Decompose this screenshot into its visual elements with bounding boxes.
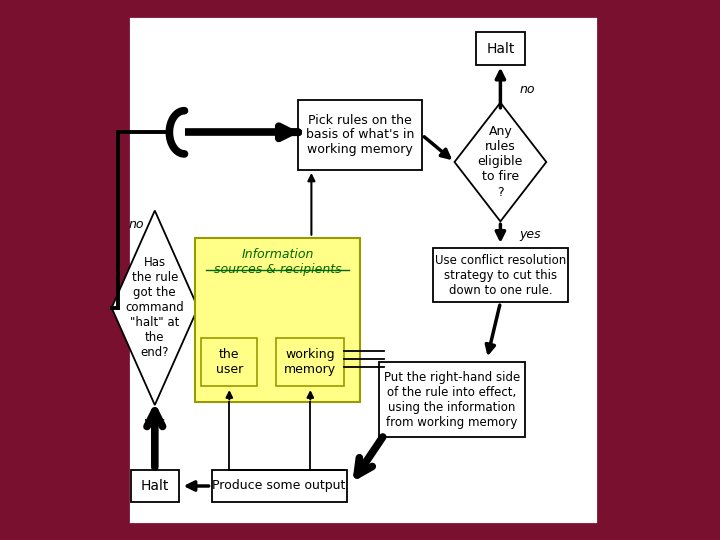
Text: Use conflict resolution
strategy to cut this
down to one rule.: Use conflict resolution strategy to cut … — [435, 254, 566, 297]
Polygon shape — [454, 103, 546, 221]
Text: the
user: the user — [216, 348, 243, 376]
Text: no: no — [129, 218, 145, 231]
Text: yes: yes — [519, 228, 541, 241]
Text: Halt: Halt — [486, 42, 515, 56]
Text: Has
the rule
got the
command
"halt" at
the
end?: Has the rule got the command "halt" at t… — [125, 256, 184, 359]
Text: Put the right-hand side
of the rule into effect,
using the information
from work: Put the right-hand side of the rule into… — [384, 370, 520, 429]
Text: working
memory: working memory — [284, 348, 336, 376]
FancyBboxPatch shape — [212, 470, 346, 502]
FancyBboxPatch shape — [433, 248, 568, 302]
FancyBboxPatch shape — [276, 338, 344, 386]
FancyBboxPatch shape — [476, 32, 525, 65]
Text: Information
sources & recipients: Information sources & recipients — [214, 248, 342, 276]
FancyBboxPatch shape — [128, 16, 598, 524]
FancyBboxPatch shape — [379, 362, 525, 437]
Text: Any
rules
eligible
to fire
?: Any rules eligible to fire ? — [477, 125, 523, 199]
Text: yes: yes — [143, 416, 165, 429]
Text: Pick rules on the
basis of what's in
working memory: Pick rules on the basis of what's in wor… — [306, 113, 414, 157]
FancyBboxPatch shape — [130, 470, 179, 502]
FancyBboxPatch shape — [298, 100, 422, 170]
Text: no: no — [519, 83, 535, 96]
FancyBboxPatch shape — [201, 338, 258, 386]
Text: Produce some output: Produce some output — [212, 480, 346, 492]
Text: Halt: Halt — [140, 479, 169, 493]
Polygon shape — [112, 211, 198, 405]
FancyBboxPatch shape — [195, 238, 360, 402]
